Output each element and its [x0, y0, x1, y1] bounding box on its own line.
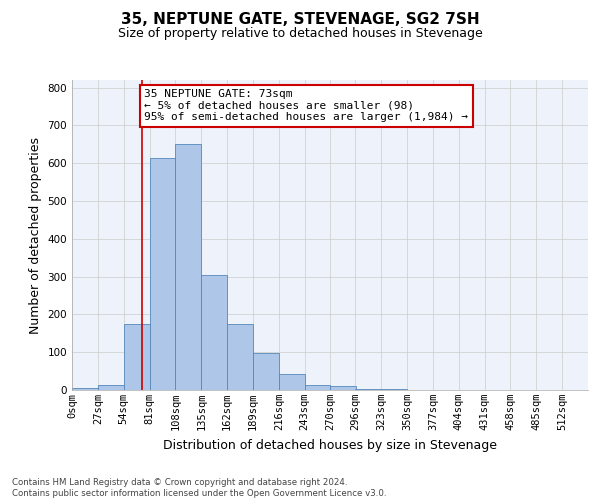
- Bar: [72, 388, 98, 390]
- Text: Size of property relative to detached houses in Stevenage: Size of property relative to detached ho…: [118, 28, 482, 40]
- Bar: [253, 354, 279, 390]
- Bar: [201, 274, 227, 390]
- Bar: [381, 389, 407, 390]
- Bar: [279, 374, 305, 390]
- Bar: [331, 386, 356, 390]
- X-axis label: Distribution of detached houses by size in Stevenage: Distribution of detached houses by size …: [163, 438, 497, 452]
- Text: Contains HM Land Registry data © Crown copyright and database right 2024.
Contai: Contains HM Land Registry data © Crown c…: [12, 478, 386, 498]
- Bar: [98, 386, 124, 390]
- Y-axis label: Number of detached properties: Number of detached properties: [29, 136, 42, 334]
- Bar: [227, 324, 253, 390]
- Bar: [124, 324, 149, 390]
- Bar: [149, 158, 175, 390]
- Bar: [305, 386, 331, 390]
- Bar: [175, 144, 201, 390]
- Text: 35, NEPTUNE GATE, STEVENAGE, SG2 7SH: 35, NEPTUNE GATE, STEVENAGE, SG2 7SH: [121, 12, 479, 28]
- Bar: [355, 389, 381, 390]
- Text: 35 NEPTUNE GATE: 73sqm
← 5% of detached houses are smaller (98)
95% of semi-deta: 35 NEPTUNE GATE: 73sqm ← 5% of detached …: [144, 90, 468, 122]
